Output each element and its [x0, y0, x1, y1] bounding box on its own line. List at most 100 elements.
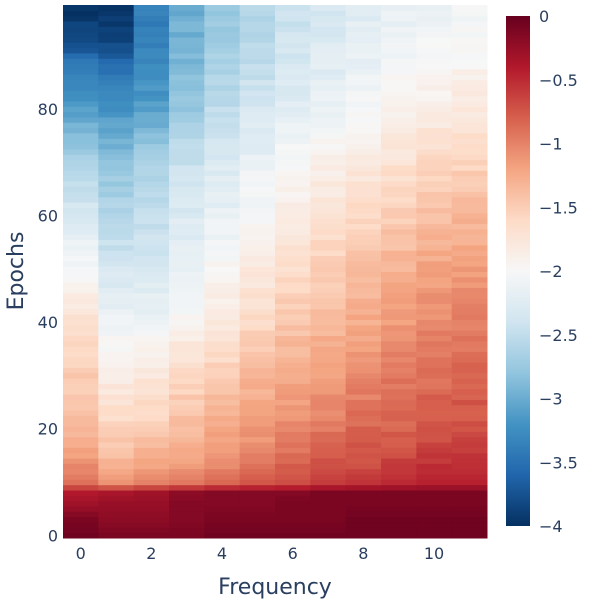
- heatmap-cell: [310, 458, 347, 464]
- heatmap-cell: [239, 122, 276, 129]
- heatmap-cell: [239, 10, 276, 17]
- heatmap-cell: [310, 319, 347, 326]
- heatmap-cell: [275, 522, 311, 528]
- heatmap-cell: [275, 20, 311, 27]
- heatmap-cell: [98, 431, 135, 438]
- heatmap-cell: [98, 58, 135, 65]
- heatmap-cell: [275, 5, 311, 11]
- heatmap-cell: [451, 383, 488, 390]
- y-axis-title: Epochs: [4, 232, 29, 311]
- heatmap-cell: [204, 111, 241, 118]
- heatmap-cell: [98, 490, 135, 496]
- heatmap-cell: [381, 410, 417, 416]
- heatmap-cell: [204, 36, 241, 43]
- heatmap-cell: [275, 239, 311, 246]
- heatmap-cell: [275, 79, 311, 86]
- heatmap-cell: [310, 111, 347, 118]
- heatmap-cell: [204, 362, 241, 368]
- heatmap-cell: [345, 148, 382, 155]
- heatmap-cell: [310, 154, 347, 161]
- heatmap-cell: [416, 164, 453, 171]
- heatmap-cell: [204, 394, 241, 400]
- heatmap-cell: [381, 479, 417, 486]
- heatmap-cell: [416, 527, 453, 534]
- heatmap-cell: [381, 175, 417, 182]
- heatmap-cell: [451, 410, 488, 416]
- heatmap-cell: [63, 90, 99, 97]
- heatmap-cell: [275, 138, 311, 145]
- heatmap-cell: [345, 335, 382, 342]
- heatmap-cell: [133, 159, 170, 166]
- heatmap-cell: [345, 26, 382, 33]
- heatmap-cell: [204, 79, 241, 86]
- heatmap-cell: [275, 511, 311, 518]
- heatmap-cell: [310, 468, 347, 475]
- heatmap-cell: [451, 234, 488, 241]
- heatmap-cell: [310, 234, 347, 241]
- heatmap-cell: [63, 127, 99, 134]
- heatmap-cell: [381, 63, 417, 70]
- heatmap-cell: [133, 58, 170, 65]
- heatmap-cell: [98, 356, 135, 363]
- heatmap-cell: [98, 100, 135, 107]
- heatmap-cell: [98, 335, 135, 342]
- heatmap-cell: [133, 452, 170, 459]
- heatmap-cell: [345, 308, 382, 315]
- heatmap-cell: [310, 346, 347, 352]
- heatmap-cell: [204, 415, 241, 422]
- heatmap-cell: [239, 15, 276, 22]
- colorbar-tick-label: −1: [539, 135, 563, 154]
- heatmap-cell: [204, 282, 241, 288]
- heatmap-cell: [451, 250, 488, 257]
- heatmap-cell: [451, 74, 488, 81]
- heatmap-cell: [381, 127, 417, 134]
- heatmap-cell: [239, 191, 276, 198]
- heatmap-cell: [451, 372, 488, 379]
- heatmap-cell: [451, 420, 488, 427]
- heatmap-cell: [169, 452, 205, 459]
- heatmap-cell: [275, 330, 311, 336]
- heatmap-cell: [63, 20, 99, 27]
- heatmap-cell: [416, 522, 453, 528]
- heatmap-cell: [381, 79, 417, 86]
- heatmap-cell: [98, 10, 135, 17]
- heatmap-cell: [345, 468, 382, 475]
- heatmap-cell: [98, 495, 135, 502]
- heatmap-cell: [63, 47, 99, 54]
- heatmap-cell: [63, 303, 99, 310]
- heatmap-cell: [275, 255, 311, 262]
- heatmap-cell: [416, 479, 453, 486]
- heatmap-cell: [239, 20, 276, 27]
- heatmap-cell: [310, 271, 347, 278]
- heatmap-cell: [381, 362, 417, 368]
- heatmap-cell: [451, 415, 488, 422]
- heatmap-cell: [416, 420, 453, 427]
- heatmap-cell: [204, 47, 241, 54]
- heatmap-cell: [275, 212, 311, 219]
- heatmap-cell: [310, 426, 347, 432]
- heatmap-cell: [63, 383, 99, 390]
- heatmap-cell: [345, 506, 382, 512]
- heatmap-cell: [381, 260, 417, 267]
- heatmap-cell: [63, 452, 99, 459]
- heatmap-cell: [451, 111, 488, 118]
- heatmap-cell: [451, 484, 488, 491]
- heatmap-cell: [63, 159, 99, 166]
- heatmap-cell: [204, 468, 241, 475]
- heatmap-cell: [133, 15, 170, 22]
- heatmap-cell: [416, 31, 453, 38]
- heatmap-cell: [63, 180, 99, 187]
- heatmap-cell: [310, 148, 347, 155]
- heatmap-cell: [169, 532, 205, 539]
- heatmap-cell: [416, 431, 453, 438]
- heatmap-cell: [451, 522, 488, 528]
- heatmap-cell: [451, 95, 488, 102]
- heatmap-cell: [381, 447, 417, 454]
- heatmap-cell: [204, 260, 241, 267]
- heatmap-cell: [275, 404, 311, 411]
- heatmap-cell: [345, 330, 382, 336]
- heatmap-cell: [239, 474, 276, 480]
- heatmap-cell: [239, 250, 276, 257]
- heatmap-cell: [63, 495, 99, 502]
- heatmap-cell: [239, 5, 276, 11]
